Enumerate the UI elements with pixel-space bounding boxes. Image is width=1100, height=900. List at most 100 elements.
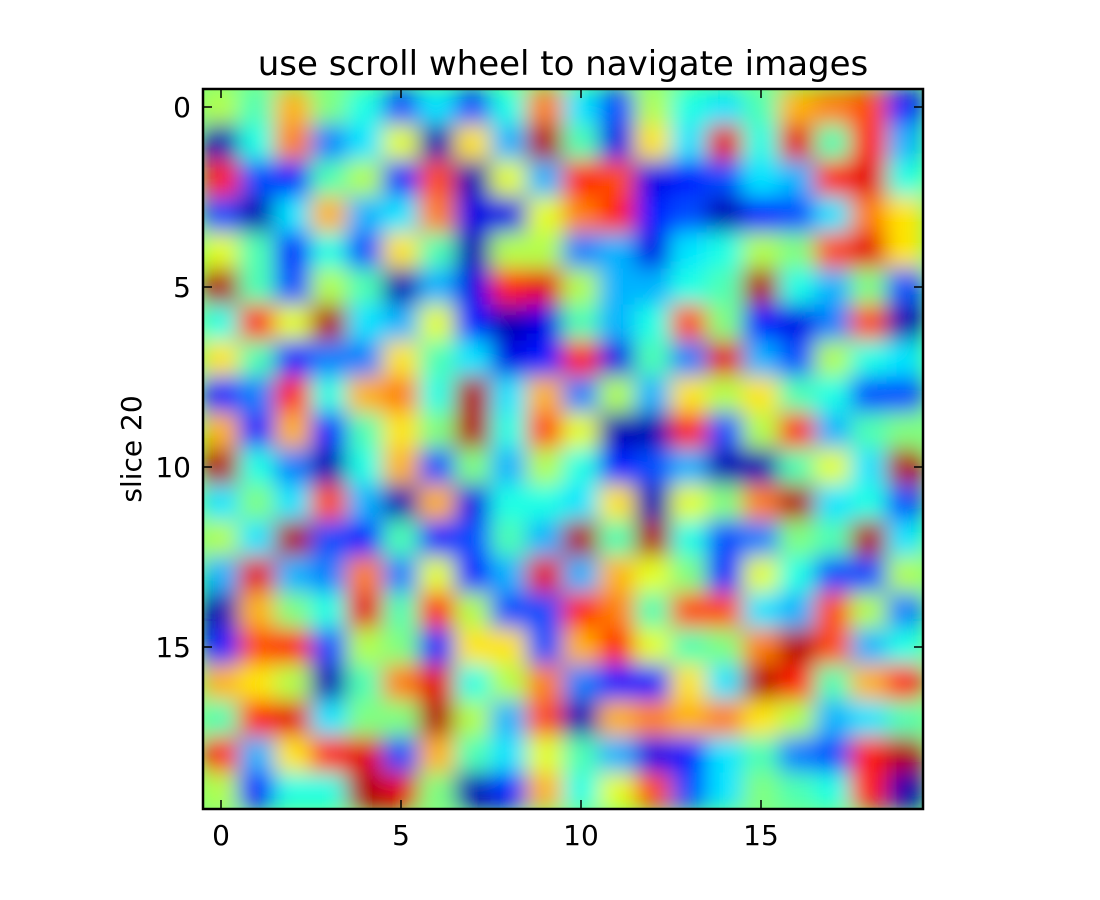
heatmap-cell <box>382 304 420 342</box>
heatmap-cell <box>382 664 420 702</box>
heatmap-cell <box>850 448 888 486</box>
heatmap-cell <box>814 340 852 378</box>
heatmap-cell <box>418 556 456 594</box>
heatmap-cell <box>346 592 384 630</box>
heatmap-cell <box>310 124 348 162</box>
heatmap-cell <box>670 196 708 234</box>
heatmap-cell <box>238 268 276 306</box>
heatmap-cell <box>598 304 636 342</box>
heatmap-cell <box>346 304 384 342</box>
heatmap-cell <box>526 700 564 738</box>
heatmap-cell <box>742 124 780 162</box>
heatmap-cell <box>706 772 744 809</box>
heatmap-cell <box>886 772 923 809</box>
heatmap-cell <box>454 700 492 738</box>
heatmap-cell <box>598 412 636 450</box>
heatmap-cell <box>634 772 672 809</box>
heatmap-cell <box>526 736 564 774</box>
heatmap-cell <box>274 124 312 162</box>
heatmap-cell <box>670 160 708 198</box>
heatmap-cell <box>850 89 888 126</box>
heatmap-cell <box>850 412 888 450</box>
heatmap-cell <box>886 376 923 414</box>
heatmap-cell <box>490 376 528 414</box>
heatmap-cell <box>526 412 564 450</box>
heatmap-cell <box>598 376 636 414</box>
heatmap-cell <box>598 196 636 234</box>
heatmap-cell <box>238 520 276 558</box>
heatmap-cell <box>814 232 852 270</box>
heatmap-cell <box>526 160 564 198</box>
heatmap-cell <box>778 412 816 450</box>
heatmap-cell <box>203 556 240 594</box>
heatmap-cell <box>562 412 600 450</box>
heatmap-cell <box>238 124 276 162</box>
heatmap-cell <box>778 448 816 486</box>
heatmap-cell <box>670 592 708 630</box>
heatmap-cell <box>598 484 636 522</box>
heatmap-cell <box>634 664 672 702</box>
heatmap-cell <box>238 89 276 126</box>
heatmap-cell <box>598 556 636 594</box>
heatmap-cell <box>670 484 708 522</box>
heatmap-cell <box>490 484 528 522</box>
heatmap-cell <box>706 664 744 702</box>
heatmap-cell <box>850 376 888 414</box>
heatmap-cell <box>418 196 456 234</box>
heatmap-cell <box>274 592 312 630</box>
heatmap-cell <box>526 268 564 306</box>
heatmap-cell <box>203 520 240 558</box>
heatmap-cell <box>886 664 923 702</box>
heatmap-cell <box>418 160 456 198</box>
heatmap-cell <box>490 268 528 306</box>
heatmap-cell <box>814 124 852 162</box>
heatmap-cell <box>886 592 923 630</box>
heatmap-cell <box>670 304 708 342</box>
heatmap-cell <box>778 232 816 270</box>
heatmap-cell <box>598 628 636 666</box>
heatmap-cell <box>742 484 780 522</box>
heatmap-cell <box>274 232 312 270</box>
heatmap-cell <box>814 160 852 198</box>
heatmap-cell <box>778 268 816 306</box>
heatmap-cell <box>490 664 528 702</box>
heatmap-cell <box>778 700 816 738</box>
heatmap-cell <box>886 736 923 774</box>
heatmap-cell <box>454 448 492 486</box>
heatmap-cell <box>203 700 240 738</box>
heatmap-cell <box>274 772 312 809</box>
heatmap-cell <box>778 484 816 522</box>
heatmap-cell <box>814 772 852 809</box>
heatmap-cell <box>490 448 528 486</box>
heatmap-cell <box>346 556 384 594</box>
heatmap-cell <box>778 196 816 234</box>
heatmap-cell <box>490 736 528 774</box>
heatmap-cell <box>418 304 456 342</box>
heatmap-cell <box>850 160 888 198</box>
heatmap-cell <box>346 448 384 486</box>
heatmap-cell <box>346 89 384 126</box>
heatmap-cell <box>382 700 420 738</box>
plot-area[interactable] <box>203 89 924 810</box>
heatmap-cell <box>598 700 636 738</box>
heatmap-cell <box>274 160 312 198</box>
heatmap-cell <box>886 124 923 162</box>
heatmap-cell <box>670 124 708 162</box>
heatmap-cell <box>382 232 420 270</box>
heatmap-cell <box>742 340 780 378</box>
heatmap-cell <box>886 232 923 270</box>
heatmap-cell <box>778 304 816 342</box>
heatmap-cell <box>670 628 708 666</box>
heatmap-cell <box>562 484 600 522</box>
heatmap-cell <box>562 664 600 702</box>
heatmap-cell <box>562 160 600 198</box>
heatmap-cell <box>346 700 384 738</box>
y-tick-label: 5 <box>173 271 191 304</box>
heatmap-cell <box>310 89 348 126</box>
heatmap-cell <box>418 448 456 486</box>
heatmap-cell <box>526 196 564 234</box>
heatmap-cell <box>778 556 816 594</box>
heatmap-cell <box>706 340 744 378</box>
heatmap-cell <box>598 664 636 702</box>
